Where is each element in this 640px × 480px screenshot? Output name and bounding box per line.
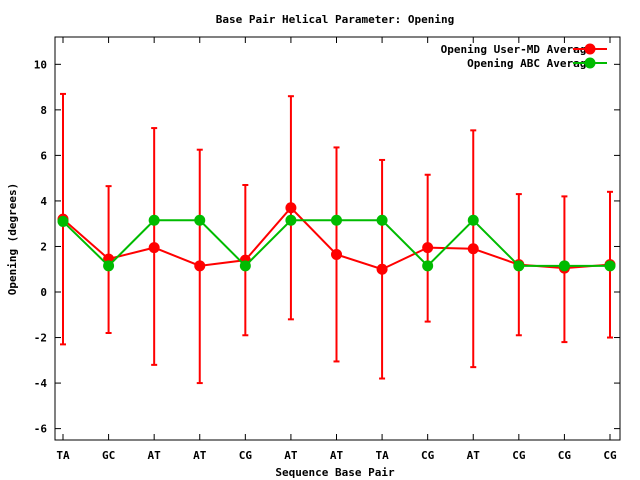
data-point	[239, 260, 251, 272]
data-point	[467, 214, 479, 226]
data-point	[376, 263, 388, 275]
data-point	[194, 260, 206, 272]
data-point	[148, 242, 160, 254]
legend-label: Opening ABC Average	[467, 57, 593, 70]
data-point	[103, 260, 115, 272]
legend-swatch-marker	[584, 43, 596, 55]
x-axis-label: Sequence Base Pair	[275, 466, 395, 479]
series-group	[57, 214, 616, 272]
data-point	[422, 242, 434, 254]
x-tick-label: TA	[56, 449, 70, 462]
legend-label: Opening User-MD Average	[441, 43, 594, 56]
data-point	[513, 260, 525, 272]
y-tick-label: 6	[40, 149, 47, 162]
legend-swatch-marker	[584, 57, 596, 69]
y-tick-label: 8	[40, 104, 47, 117]
y-tick-label: -2	[34, 332, 47, 345]
x-tick-label: AT	[330, 449, 344, 462]
y-tick-label: -6	[34, 423, 48, 436]
plot-area-frame	[54, 36, 621, 441]
x-tick-label: CG	[558, 449, 572, 462]
series-group	[57, 92, 616, 385]
x-tick-label: CG	[421, 449, 435, 462]
data-point	[285, 202, 297, 214]
data-point	[285, 214, 297, 226]
x-tick-label: AT	[284, 449, 298, 462]
series-layer	[57, 92, 616, 385]
y-tick-label: -4	[34, 377, 48, 390]
x-tick-label: GC	[102, 449, 115, 462]
x-tick-label: AT	[467, 449, 481, 462]
x-tick-label: CG	[603, 449, 617, 462]
data-point	[376, 214, 388, 226]
y-tick-label: 4	[40, 195, 47, 208]
data-point	[331, 248, 342, 260]
y-tick-label: 2	[40, 240, 47, 253]
data-point	[467, 243, 479, 255]
data-point	[331, 214, 342, 226]
data-point	[194, 214, 206, 226]
x-tick-label: CG	[239, 449, 253, 462]
data-point	[148, 214, 160, 226]
x-tick-label: CG	[512, 449, 526, 462]
data-point	[422, 260, 434, 272]
x-tick-label: AT	[148, 449, 162, 462]
data-point	[604, 260, 616, 272]
x-axis: TA GC AT AT CG AT AT TA CG AT CG CG CG	[56, 37, 617, 462]
chart-title: Base Pair Helical Parameter: Opening	[216, 13, 454, 26]
y-axis: -6 -4 -2 0 2 4 6 8 10	[34, 58, 620, 436]
x-tick-label: AT	[193, 449, 207, 462]
x-tick-label: TA	[375, 449, 389, 462]
data-point	[57, 215, 69, 227]
data-point	[558, 260, 570, 272]
y-axis-label: Opening (degrees)	[6, 183, 19, 296]
y-tick-label: 10	[34, 58, 47, 71]
y-tick-label: 0	[40, 286, 47, 299]
